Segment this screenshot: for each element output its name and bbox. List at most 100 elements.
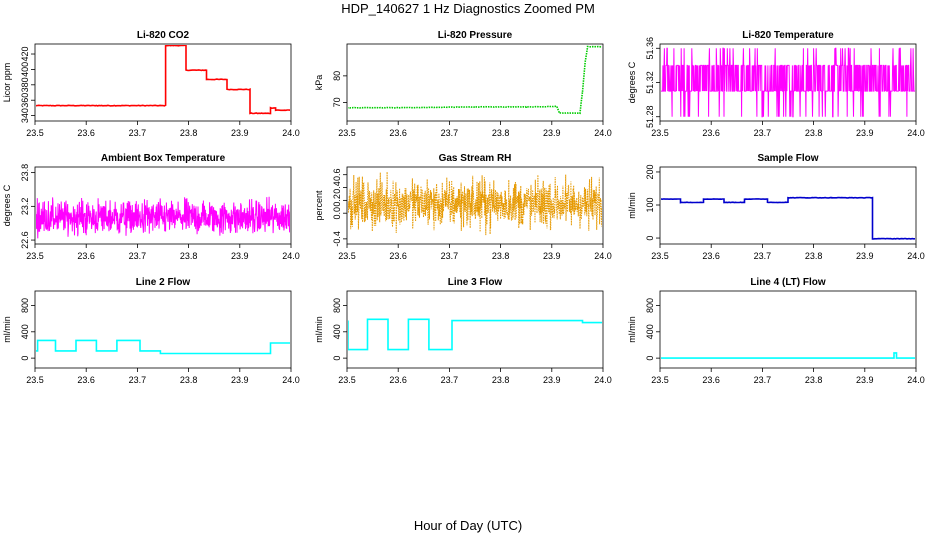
y-tick-label: -0.4 <box>332 231 342 247</box>
x-tick-label: 24.0 <box>282 251 300 261</box>
x-tick-label: 24.0 <box>907 128 925 138</box>
chart-title: Li-820 Pressure <box>438 30 513 41</box>
x-tick-label: 23.5 <box>651 128 669 138</box>
y-tick-label: 0 <box>645 236 655 241</box>
y-tick-label: 400 <box>20 62 30 77</box>
plot-data <box>661 196 915 240</box>
plot-data <box>661 47 915 118</box>
x-tick-label: 24.0 <box>907 251 925 261</box>
plot-frame <box>34 43 292 122</box>
y-tick-label: 800 <box>645 298 655 313</box>
x-tick-label: 23.7 <box>754 251 772 261</box>
plot-data <box>348 45 602 115</box>
x-tick-label: 23.9 <box>856 251 874 261</box>
x-tick-label: 23.7 <box>441 251 459 261</box>
chart-title: Ambient Box Temperature <box>101 153 226 164</box>
x-tick-label: 23.6 <box>77 128 95 138</box>
data-line <box>661 47 915 118</box>
y-tick-label: 340 <box>20 108 30 123</box>
chart-panel: Gas Stream RH 23.5 23.6 23.7 23.8 23.9 24.0 -0.… <box>314 153 612 261</box>
x-tick-label: 23.8 <box>180 251 198 261</box>
x-tick-label: 23.7 <box>441 128 459 138</box>
x-tick-label: 23.6 <box>77 251 95 261</box>
plot-data <box>348 171 602 236</box>
y-tick-label: 0 <box>332 356 342 361</box>
y-axis-label: degrees C <box>2 184 12 226</box>
x-tick-label: 23.5 <box>651 375 669 385</box>
y-axis-label: degrees C <box>627 61 637 103</box>
x-tick-label: 23.8 <box>805 375 823 385</box>
y-axis-label: Licor ppm <box>2 63 12 103</box>
y-tick-label: 51.28 <box>645 105 655 128</box>
x-tick-label: 23.8 <box>180 128 198 138</box>
data-line <box>36 196 290 239</box>
x-tick-label: 23.6 <box>702 375 720 385</box>
plot-data <box>36 196 290 239</box>
y-tick-label: 22.6 <box>20 231 30 249</box>
y-tick-label: 400 <box>645 324 655 339</box>
y-axis-label: ml/min <box>314 316 324 343</box>
x-tick-label: 23.7 <box>129 128 147 138</box>
x-tick-label: 23.5 <box>26 128 44 138</box>
plot-data <box>348 318 602 351</box>
y-tick-label: 80 <box>332 71 342 81</box>
chart-title: Line 4 (LT) Flow <box>750 277 826 288</box>
x-tick-label: 23.9 <box>543 375 561 385</box>
x-tick-label: 24.0 <box>594 375 612 385</box>
y-tick-label: 400 <box>20 324 30 339</box>
x-tick-label: 23.7 <box>754 128 772 138</box>
chart-panel: Ambient Box Temperature 23.5 23.6 23.7 23.8 2… <box>2 153 300 261</box>
y-tick-label: 70 <box>332 97 342 107</box>
plot-frame <box>34 166 292 245</box>
chart-panel: Li-820 CO2 23.5 23.6 23.7 23.8 23.9 24.0 340360… <box>2 30 300 138</box>
y-axis-label: kPa <box>314 75 324 91</box>
data-line <box>348 171 602 236</box>
y-tick-label: 380 <box>20 77 30 92</box>
data-line <box>36 45 290 115</box>
plot-frame <box>34 290 292 369</box>
y-tick-label: 0 <box>20 356 30 361</box>
x-tick-label: 24.0 <box>594 251 612 261</box>
plot-frame <box>659 290 917 369</box>
x-tick-label: 23.9 <box>856 375 874 385</box>
plot-frame <box>346 166 604 245</box>
x-tick-label: 24.0 <box>907 375 925 385</box>
y-tick-label: 51.36 <box>645 37 655 60</box>
x-tick-label: 23.9 <box>231 128 249 138</box>
x-tick-label: 23.8 <box>805 128 823 138</box>
x-tick-label: 23.7 <box>441 375 459 385</box>
data-line <box>348 318 602 351</box>
data-line <box>348 45 602 115</box>
y-tick-label: 420 <box>20 46 30 61</box>
x-tick-label: 23.8 <box>180 375 198 385</box>
x-tick-label: 23.8 <box>492 251 510 261</box>
y-tick-label: 0.4 <box>332 181 342 194</box>
x-tick-label: 23.6 <box>77 375 95 385</box>
y-tick-label: 23.8 <box>20 164 30 182</box>
y-tick-label: 360 <box>20 93 30 108</box>
x-tick-label: 23.5 <box>651 251 669 261</box>
chart-title: Sample Flow <box>757 153 818 164</box>
chart-panel: Line 2 Flow 23.5 23.6 23.7 23.8 23.9 24.0 0 400 8… <box>2 277 300 385</box>
y-tick-label: 51.32 <box>645 71 655 94</box>
x-axis-caption: Hour of Day (UTC) <box>413 518 523 533</box>
y-tick-label: 200 <box>645 164 655 179</box>
plot-frame <box>346 290 604 369</box>
x-tick-label: 24.0 <box>282 375 300 385</box>
y-tick-label: 100 <box>645 197 655 212</box>
x-tick-label: 23.7 <box>129 375 147 385</box>
x-tick-label: 23.6 <box>389 128 407 138</box>
y-tick-label: 23.2 <box>20 198 30 216</box>
x-tick-label: 24.0 <box>282 128 300 138</box>
page-title: HDP_140627 1 Hz Diagnostics Zoomed PM <box>341 1 595 16</box>
x-tick-label: 23.6 <box>389 375 407 385</box>
chart-panel: Line 3 Flow 23.5 23.6 23.7 23.8 23.9 24.0 0 400 8… <box>314 277 612 385</box>
plot-frame <box>659 166 917 245</box>
x-tick-label: 23.6 <box>389 251 407 261</box>
plot-data <box>36 45 290 115</box>
chart-panel: Li-820 Pressure 23.5 23.6 23.7 23.8 23.9 24.0 7… <box>314 30 612 138</box>
x-tick-label: 23.9 <box>231 251 249 261</box>
x-tick-label: 23.8 <box>492 375 510 385</box>
x-tick-label: 23.8 <box>492 128 510 138</box>
